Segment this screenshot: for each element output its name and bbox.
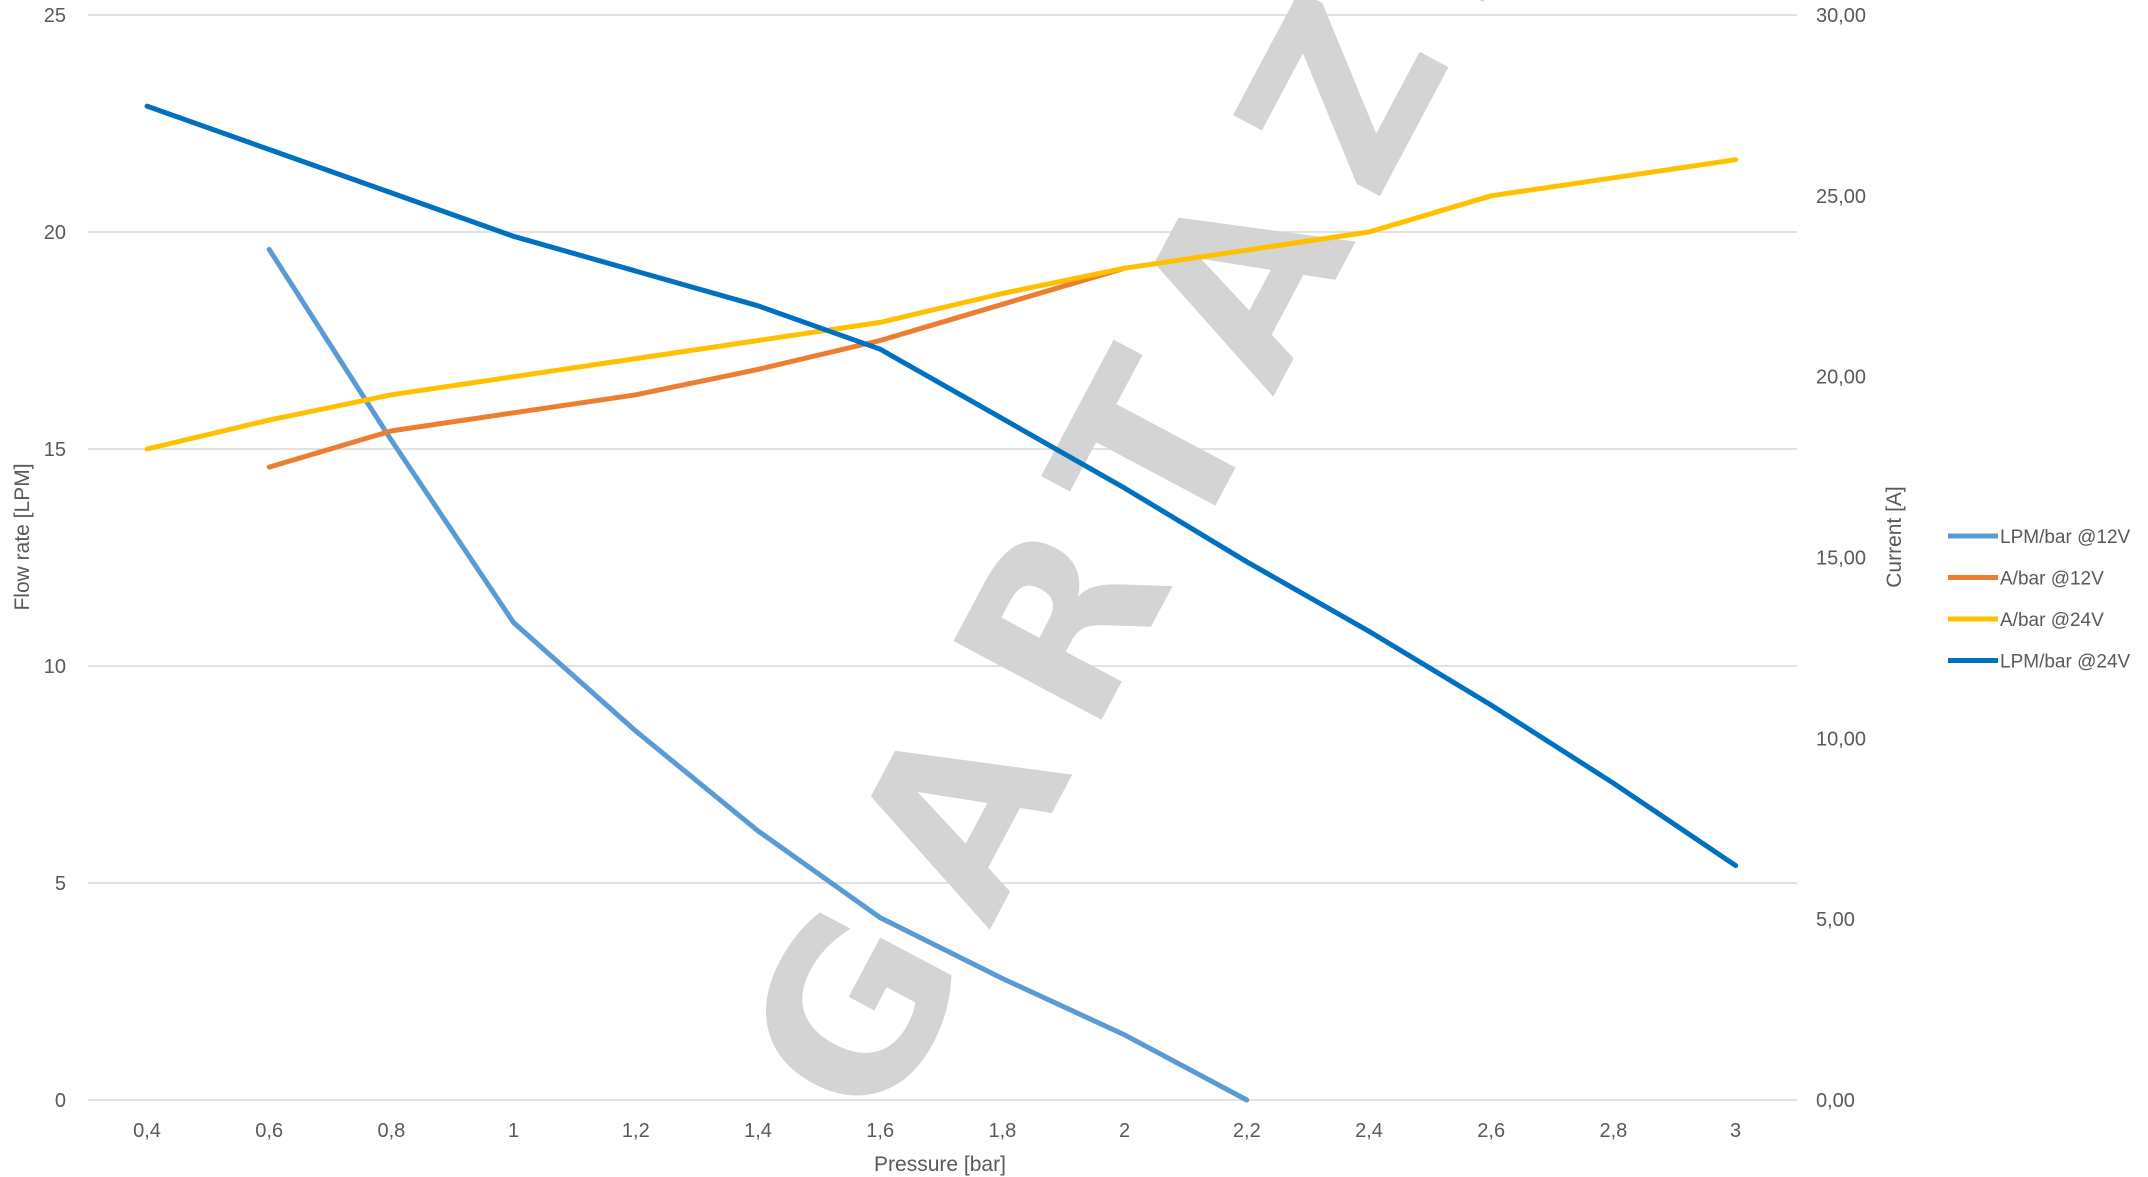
x-tick-label: 0,4 — [133, 1120, 161, 1142]
x-tick-label: 1,2 — [622, 1120, 650, 1142]
right-y-tick-label: 25,00 — [1816, 186, 1866, 208]
legend-label: LPM/bar @24V — [2000, 652, 2131, 673]
left-y-tick-label: 0 — [55, 1090, 66, 1112]
x-tick-label: 2,2 — [1233, 1120, 1261, 1142]
legend-label: A/bar @24V — [2000, 610, 2104, 631]
right-axis-ticks: 0,00 5,00 10,00 15,00 20,00 25,00 30,00 — [1816, 5, 1866, 1112]
x-tick-label: 2,4 — [1355, 1120, 1383, 1142]
left-axis-ticks: 0 5 10 15 20 25 — [44, 5, 66, 1112]
right-y-tick-label: 15,00 — [1816, 548, 1866, 570]
left-y-tick-label: 5 — [55, 873, 66, 895]
x-tick-label: 0,6 — [255, 1120, 283, 1142]
legend-label: A/bar @12V — [2000, 569, 2104, 590]
series-line-4 — [144, 103, 1739, 869]
series-lines — [144, 103, 1739, 1103]
right-y-tick-label: 5,00 — [1816, 909, 1855, 931]
left-y-tick-label: 20 — [44, 222, 66, 244]
right-y-tick-label: 30,00 — [1816, 5, 1866, 27]
x-tick-label: 2,8 — [1599, 1120, 1627, 1142]
x-tick-label: 1,8 — [988, 1120, 1016, 1142]
x-tick-label: 1,6 — [866, 1120, 894, 1142]
x-tick-label: 2,6 — [1477, 1120, 1505, 1142]
x-tick-label: 1,4 — [744, 1120, 772, 1142]
series-line-2 — [266, 265, 1128, 470]
right-y-tick-label: 20,00 — [1816, 367, 1866, 389]
x-tick-label: 0,8 — [377, 1120, 405, 1142]
series-line-1 — [266, 246, 1250, 1103]
right-y-tick-label: 10,00 — [1816, 728, 1866, 750]
left-y-tick-label: 15 — [44, 439, 66, 461]
legend-label: LPM/bar @12V — [2000, 527, 2131, 548]
left-y-tick-label: 10 — [44, 656, 66, 678]
left-y-tick-label: 25 — [44, 5, 66, 27]
right-y-tick-label: 0,00 — [1816, 1090, 1855, 1112]
x-tick-label: 1 — [508, 1120, 519, 1142]
left-y-axis-title: Flow rate [LPM] — [11, 463, 34, 610]
gridlines — [88, 14, 1797, 1101]
legend: LPM/bar @12V A/bar @12V A/bar @24V LPM/bar … — [1948, 527, 2131, 673]
x-tick-label: 3 — [1730, 1120, 1741, 1142]
x-axis-title: Pressure [bar] — [874, 1153, 1006, 1176]
x-tick-label: 2 — [1119, 1120, 1130, 1142]
right-y-axis-title: Current [A] — [1883, 486, 1906, 588]
x-axis-ticks: 0,4 0,6 0,8 1 1,2 1,4 1,6 1,8 2 2,2 2,4 2,6 2,8 3 — [133, 1120, 1741, 1142]
series-line-3 — [144, 157, 1739, 452]
